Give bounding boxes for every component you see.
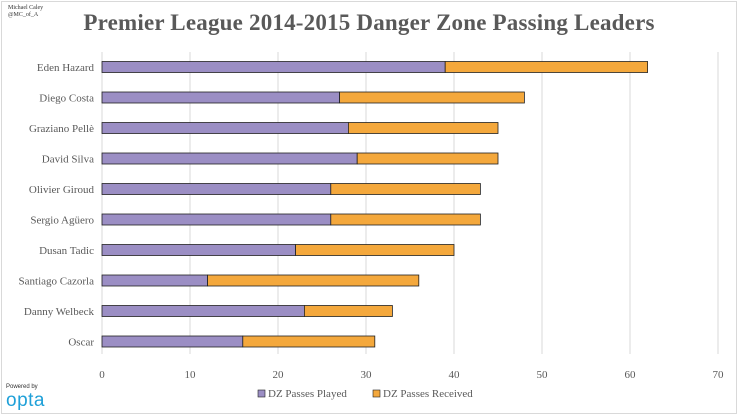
category-labels: Eden Hazard Diego Costa Graziano Pellè Davi… bbox=[19, 62, 95, 349]
x-tick-label: 50 bbox=[537, 369, 549, 381]
legend-swatch-played bbox=[257, 389, 266, 398]
x-tick-label: 60 bbox=[625, 369, 637, 381]
logo-wordmark: opta bbox=[6, 390, 45, 411]
category-label: Danny Welbeck bbox=[24, 306, 95, 318]
bar-played-4 bbox=[101, 183, 332, 195]
category-label: Graziano Pellè bbox=[29, 123, 94, 135]
x-tick-label: 10 bbox=[185, 369, 197, 381]
legend: DZ Passes Played DZ Passes Received bbox=[257, 388, 473, 400]
category-label: Dusan Tadic bbox=[39, 245, 94, 257]
bar-received-3 bbox=[356, 152, 499, 165]
bar-received-0 bbox=[444, 61, 649, 73]
bar-received-5 bbox=[330, 213, 481, 226]
bar-received-8 bbox=[303, 305, 393, 317]
x-tick-label: 30 bbox=[361, 369, 373, 381]
author-credit: Michael Caley @MC_of_A bbox=[8, 5, 43, 19]
bar-played-9 bbox=[101, 335, 244, 348]
x-tick-label: 20 bbox=[273, 369, 285, 381]
bar-received-7 bbox=[207, 274, 420, 287]
bar-received-4 bbox=[330, 183, 481, 195]
bar-received-6 bbox=[295, 244, 455, 256]
x-tick-label: 0 bbox=[99, 369, 105, 381]
category-label: Olivier Giroud bbox=[29, 184, 95, 196]
category-label: Diego Costa bbox=[39, 93, 94, 105]
bar-played-0 bbox=[101, 61, 446, 73]
legend-label-played: DZ Passes Played bbox=[268, 388, 347, 400]
x-tick-labels: 0 10 20 30 40 50 60 70 bbox=[99, 369, 724, 381]
x-tick-label: 40 bbox=[449, 369, 461, 381]
category-label: Oscar bbox=[68, 337, 94, 349]
bar-played-1 bbox=[101, 91, 341, 104]
bars bbox=[101, 61, 649, 348]
category-label: David Silva bbox=[42, 154, 94, 166]
author-handle: @MC_of_A bbox=[8, 12, 39, 18]
legend-label-received: DZ Passes Received bbox=[383, 388, 473, 400]
opta-logo: Powered by opta bbox=[6, 384, 45, 411]
author-name: Michael Caley bbox=[8, 5, 44, 11]
bar-played-7 bbox=[101, 274, 208, 287]
x-tick-label: 70 bbox=[713, 369, 725, 381]
legend-swatch-received bbox=[372, 389, 381, 398]
bar-received-9 bbox=[242, 335, 376, 348]
logo-powered-by: Powered by bbox=[6, 384, 38, 390]
bar-received-2 bbox=[347, 122, 499, 134]
bar-played-8 bbox=[101, 305, 305, 317]
bar-played-5 bbox=[101, 213, 332, 226]
bar-played-2 bbox=[101, 122, 349, 134]
chart-title: Premier League 2014-2015 Danger Zone Pas… bbox=[83, 10, 655, 35]
category-label: Santiago Cazorla bbox=[19, 276, 95, 288]
category-label: Sergio Agüero bbox=[30, 215, 94, 227]
bar-played-6 bbox=[101, 244, 297, 256]
bar-played-3 bbox=[101, 152, 358, 165]
category-label: Eden Hazard bbox=[37, 62, 95, 74]
bar-received-1 bbox=[339, 91, 525, 104]
